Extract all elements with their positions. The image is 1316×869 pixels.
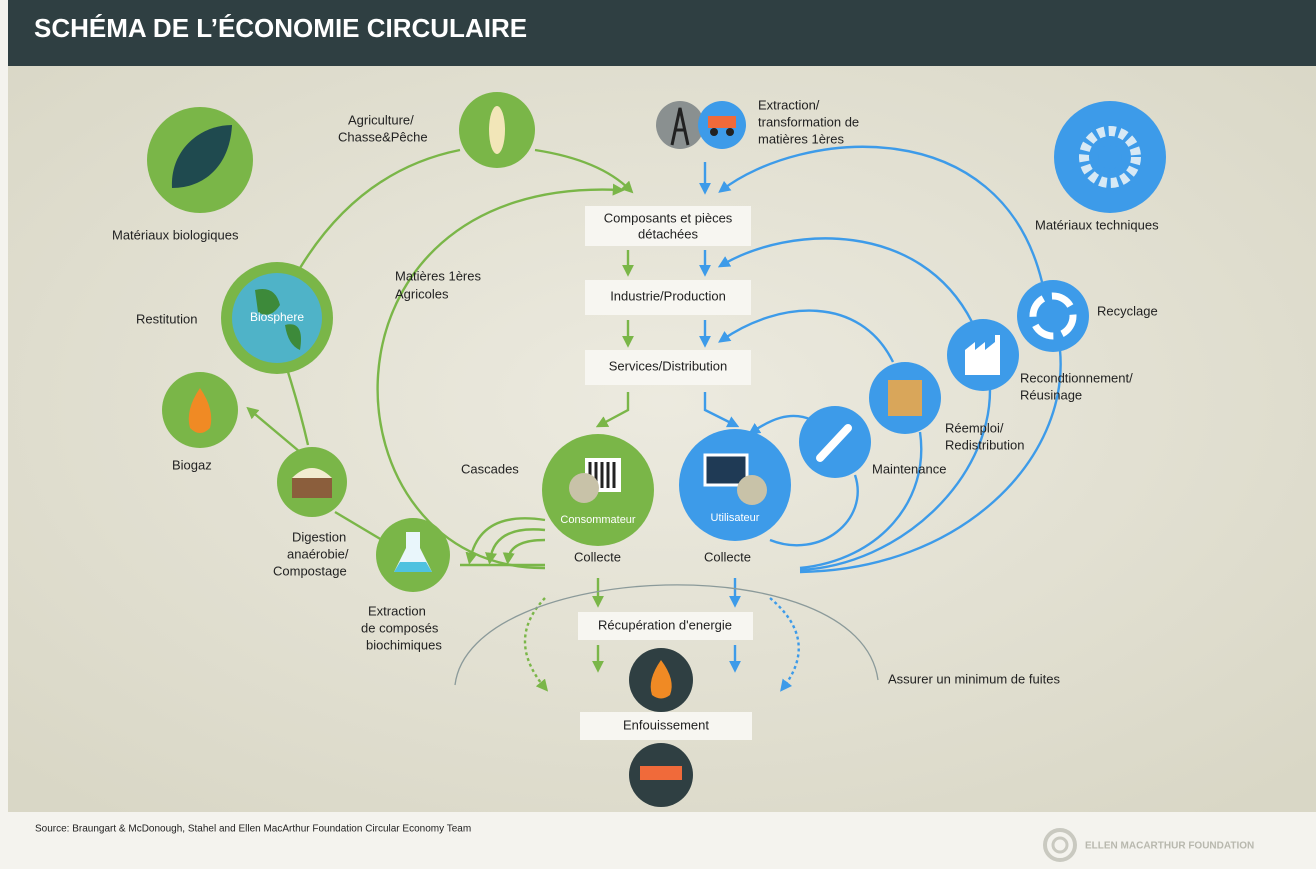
boxes <box>888 380 922 416</box>
head <box>737 475 767 505</box>
wheel <box>726 128 734 136</box>
return-arrow <box>799 431 923 570</box>
box <box>580 712 752 740</box>
box-label: Composants et pièces <box>604 210 733 225</box>
label: Agricoles <box>395 286 449 301</box>
label: transformation de <box>758 114 859 129</box>
cascade <box>485 528 546 565</box>
arrow <box>286 371 310 446</box>
label: Réusinage <box>1020 387 1082 402</box>
box <box>585 280 751 315</box>
source: Source: Braungart & McDonough, Stahel an… <box>35 824 471 835</box>
user-label: Utilisateur <box>711 512 760 524</box>
label: Matériaux techniques <box>1035 217 1159 232</box>
bio-arrows <box>246 148 634 692</box>
label: Biogaz <box>172 457 212 472</box>
box-label: détachées <box>638 226 698 241</box>
title: SCHÉMA DE L’ÉCONOMIE CIRCULAIRE <box>34 13 527 43</box>
logo-mark <box>1051 836 1069 854</box>
box-label: Industrie/Production <box>610 288 726 303</box>
arrow <box>718 309 895 363</box>
leak-arrow <box>769 597 800 692</box>
arrow <box>703 392 740 428</box>
box-label: Enfouissement <box>623 717 709 732</box>
label: Matières 1ères <box>395 268 481 283</box>
label: biochimiques <box>366 637 442 652</box>
label: Recondtionnement/ <box>1020 370 1133 385</box>
wheel <box>710 128 718 136</box>
label: Collecte <box>574 549 621 564</box>
label: Compostage <box>273 563 347 578</box>
label: Assurer un minimum de fuites <box>888 671 1060 686</box>
consumer-label: Consommateur <box>560 514 636 526</box>
tech-arrows <box>699 145 1062 692</box>
logo-text: ELLEN MACARTHUR FOUNDATION <box>1085 841 1254 852</box>
label: Recyclage <box>1097 303 1158 318</box>
truck <box>708 116 736 128</box>
label: Extraction/ <box>758 97 820 112</box>
return-arrow <box>799 349 1062 574</box>
label: de composés <box>361 620 439 635</box>
recycling-icon <box>1017 280 1089 352</box>
label: Matériaux biologiques <box>112 227 239 242</box>
dome <box>292 468 332 478</box>
soil <box>292 478 332 498</box>
flame <box>188 388 212 433</box>
header-band <box>8 0 1316 66</box>
box-label: Services/Distribution <box>609 358 728 373</box>
wrench <box>816 424 852 462</box>
gear-hole <box>1098 145 1122 169</box>
gear <box>1079 126 1141 188</box>
arrow <box>246 406 301 453</box>
return-arrow <box>769 474 859 547</box>
screen <box>703 453 749 487</box>
cascade <box>465 517 546 565</box>
arrow <box>718 145 1044 283</box>
box <box>585 206 751 246</box>
arrow <box>334 510 383 542</box>
label: Cascades <box>461 461 519 476</box>
leak-arc <box>454 584 879 686</box>
logo-mark <box>1043 828 1077 862</box>
label: Restitution <box>136 311 197 326</box>
arrow <box>298 148 461 269</box>
label: Digestion <box>292 529 346 544</box>
head <box>569 473 599 503</box>
wheat <box>489 106 505 154</box>
label: Extraction <box>368 603 426 618</box>
box <box>585 350 751 385</box>
truck <box>640 766 682 780</box>
label: matières 1ères <box>758 131 844 146</box>
cascade <box>502 538 546 565</box>
arrow <box>748 414 813 435</box>
label: Agriculture/ <box>348 112 414 127</box>
arrow <box>595 392 630 428</box>
box-label: Récupération d'energie <box>598 617 732 632</box>
label: Chasse&Pêche <box>338 129 428 144</box>
factory <box>965 335 1000 375</box>
land <box>255 289 301 350</box>
recycle-arrows <box>1029 292 1077 340</box>
leaf <box>171 125 232 188</box>
label: anaérobie/ <box>287 546 349 561</box>
flame <box>650 660 672 699</box>
derrick <box>670 107 690 146</box>
label: Réemploi/ <box>945 420 1004 435</box>
biosphere-label: Biosphere <box>250 310 304 324</box>
arrow <box>376 183 625 570</box>
oil-icon <box>656 101 704 149</box>
box <box>578 612 753 640</box>
leak-arrow <box>523 597 549 692</box>
liquid <box>394 562 432 572</box>
return-arrow <box>799 389 992 572</box>
label: Redistribution <box>945 437 1025 452</box>
label: Collecte <box>704 549 751 564</box>
arrow <box>717 237 974 323</box>
label: Maintenance <box>872 461 946 476</box>
